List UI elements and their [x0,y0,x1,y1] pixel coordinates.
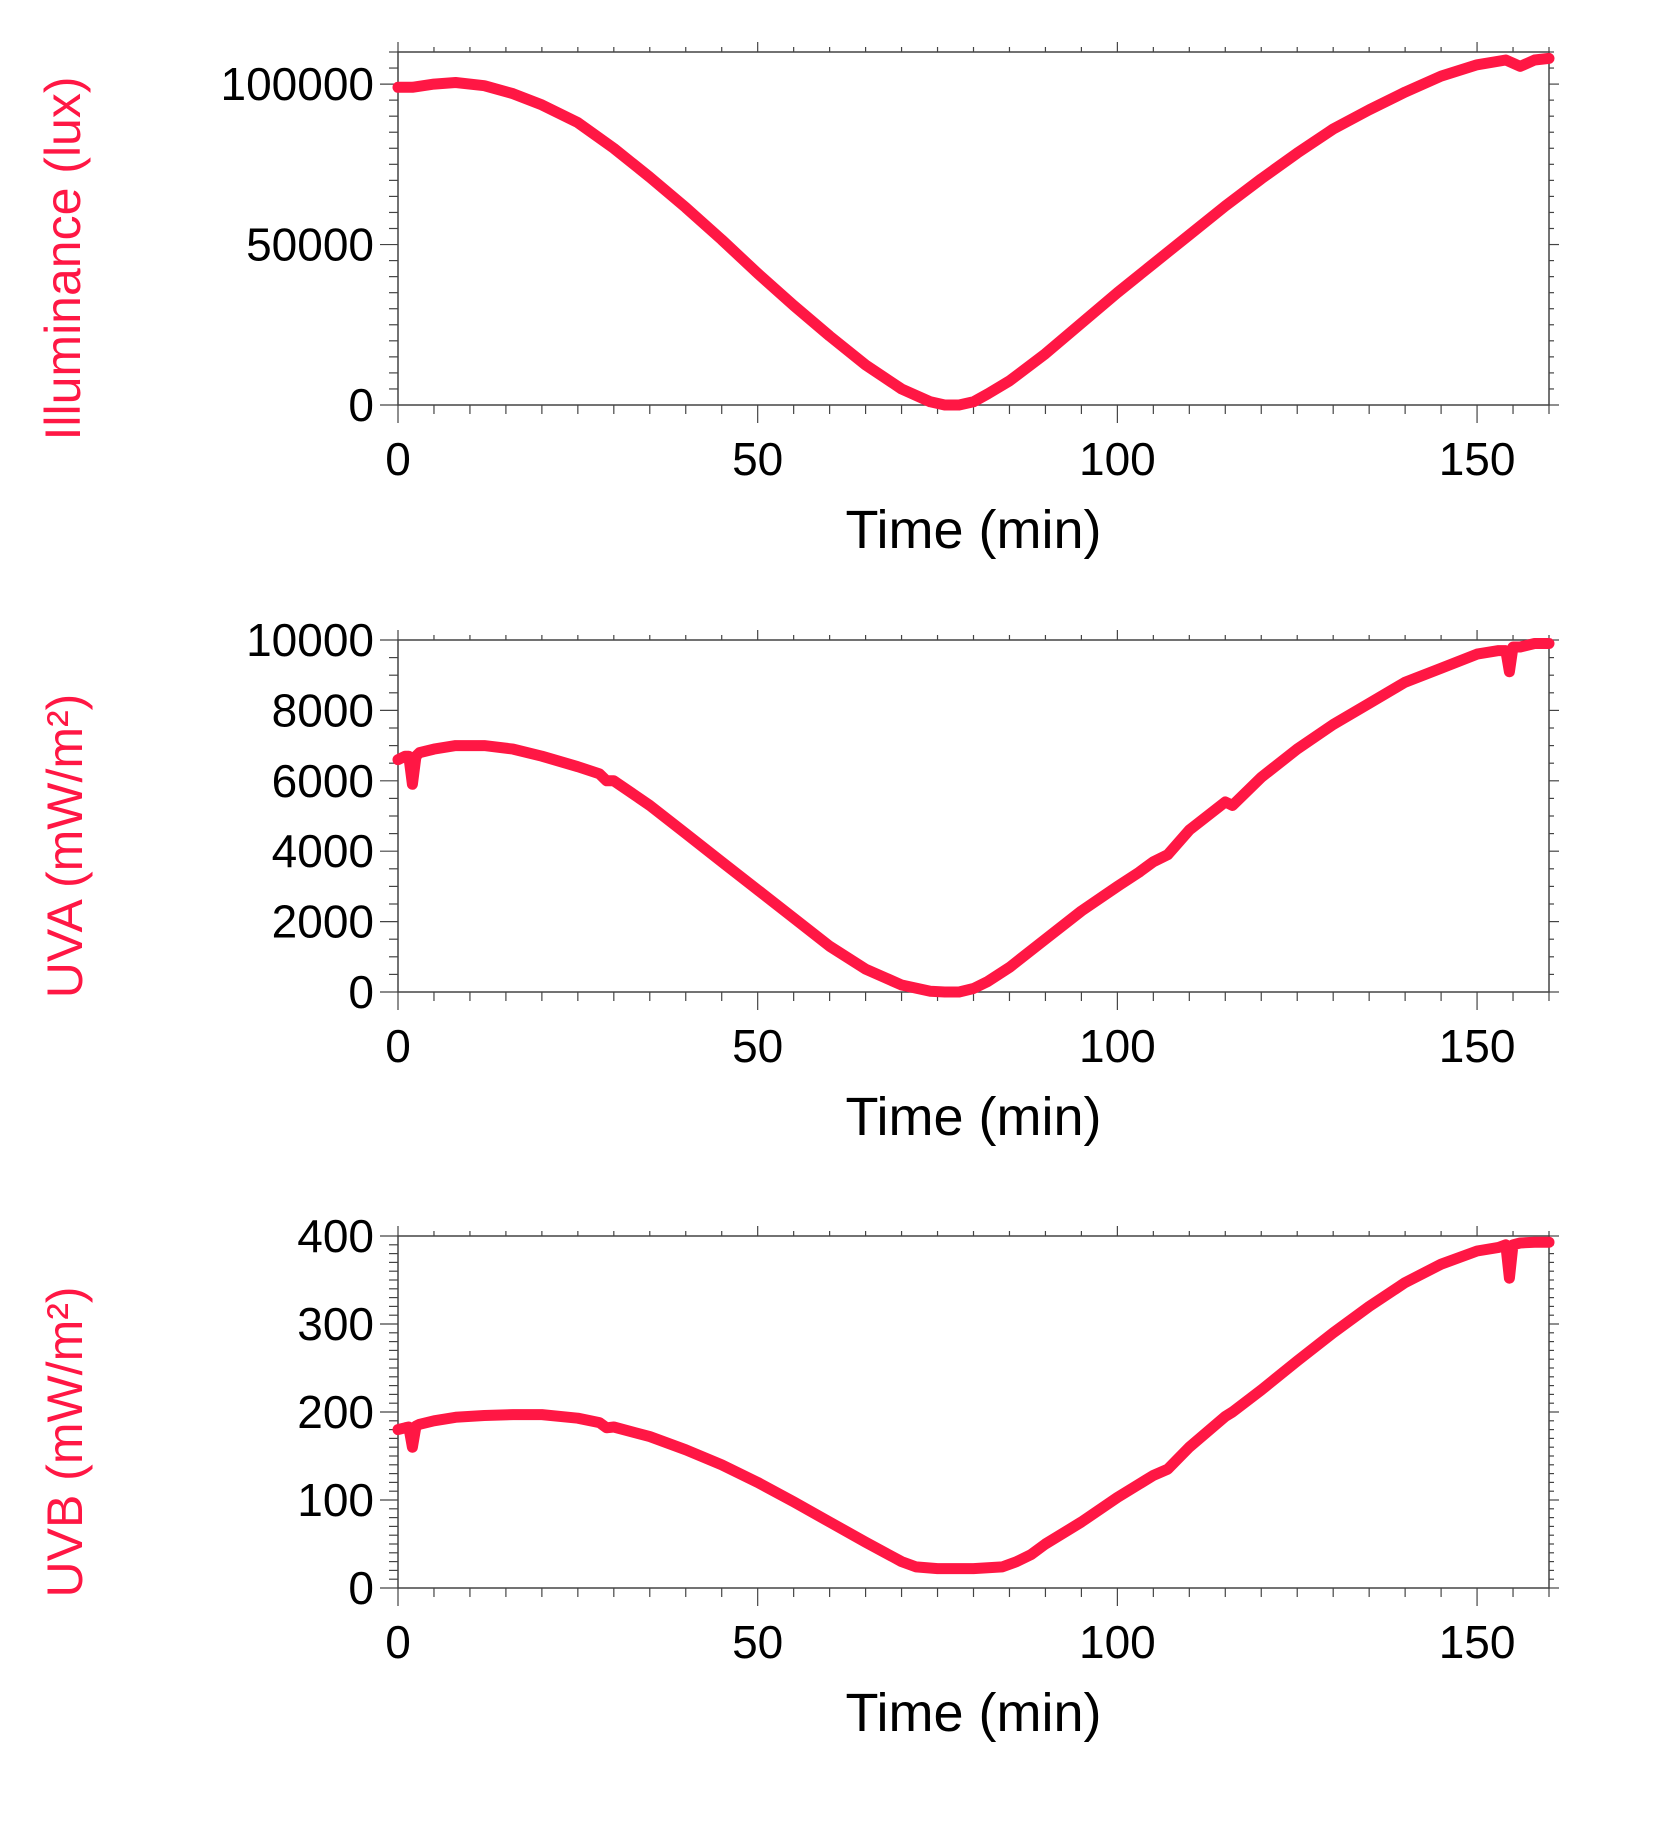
uva-x-tick-label: 100 [1079,1020,1156,1072]
uvb-x-tick-label: 100 [1079,1616,1156,1668]
illuminance-series-line [392,52,1555,411]
uva-y-axis-title: UVA (mW/m²) [37,694,93,999]
uvb-series-line [392,1236,1555,1575]
uva-y-tick-label: 8000 [272,684,374,736]
illuminance-y-axis-title: Illuminance (lux) [35,76,91,440]
uva-y-tick-label: 4000 [272,825,374,877]
uvb-y-axis-title: UVB (mW/m²) [37,1286,93,1597]
uvb-chart: 0 50 100 150 0 100 200 300 400 Time (min) UVB (mW/… [37,1210,1559,1743]
illuminance-x-tick-label: 100 [1079,433,1156,485]
uva-x-tick-label: 50 [732,1020,783,1072]
uvb-y-tick-label: 300 [297,1298,374,1350]
illuminance-y-tick-label: 100000 [221,58,375,110]
uvb-y-tick-label: 0 [348,1562,374,1614]
uva-x-axis-title: Time (min) [846,1087,1102,1147]
uvb-y-tick-label: 400 [297,1210,374,1262]
uvb-y-tick-label: 200 [297,1386,374,1438]
illuminance-x-tick-label: 150 [1439,433,1516,485]
uva-y-tick-label: 10000 [246,614,374,666]
uva-chart: 0 50 100 150 0 2000 4000 6000 8000 10000 Time (min… [37,614,1559,1147]
uva-y-tick-label: 0 [348,966,374,1018]
uva-x-tick-label: 0 [385,1020,411,1072]
illuminance-x-tick-label: 50 [732,433,783,485]
uvb-x-tick-label: 0 [385,1616,411,1668]
illuminance-y-tick-label: 50000 [246,219,374,271]
illuminance-y-tick-label: 0 [348,379,374,431]
uva-x-tick-label: 150 [1439,1020,1516,1072]
uva-y-tick-label: 6000 [272,755,374,807]
uva-series-line [392,638,1555,998]
illuminance-x-axis-title: Time (min) [846,500,1102,560]
uva-y-tick-label: 2000 [272,896,374,948]
uvb-y-tick-label: 100 [297,1474,374,1526]
uvb-x-tick-label: 50 [732,1616,783,1668]
uvb-x-tick-label: 150 [1439,1616,1516,1668]
uvb-x-axis-title: Time (min) [846,1683,1102,1743]
illuminance-chart: 0 50 100 150 0 50000 100000 Time (min) Illuminan… [35,42,1559,560]
illuminance-x-tick-label: 0 [385,433,411,485]
